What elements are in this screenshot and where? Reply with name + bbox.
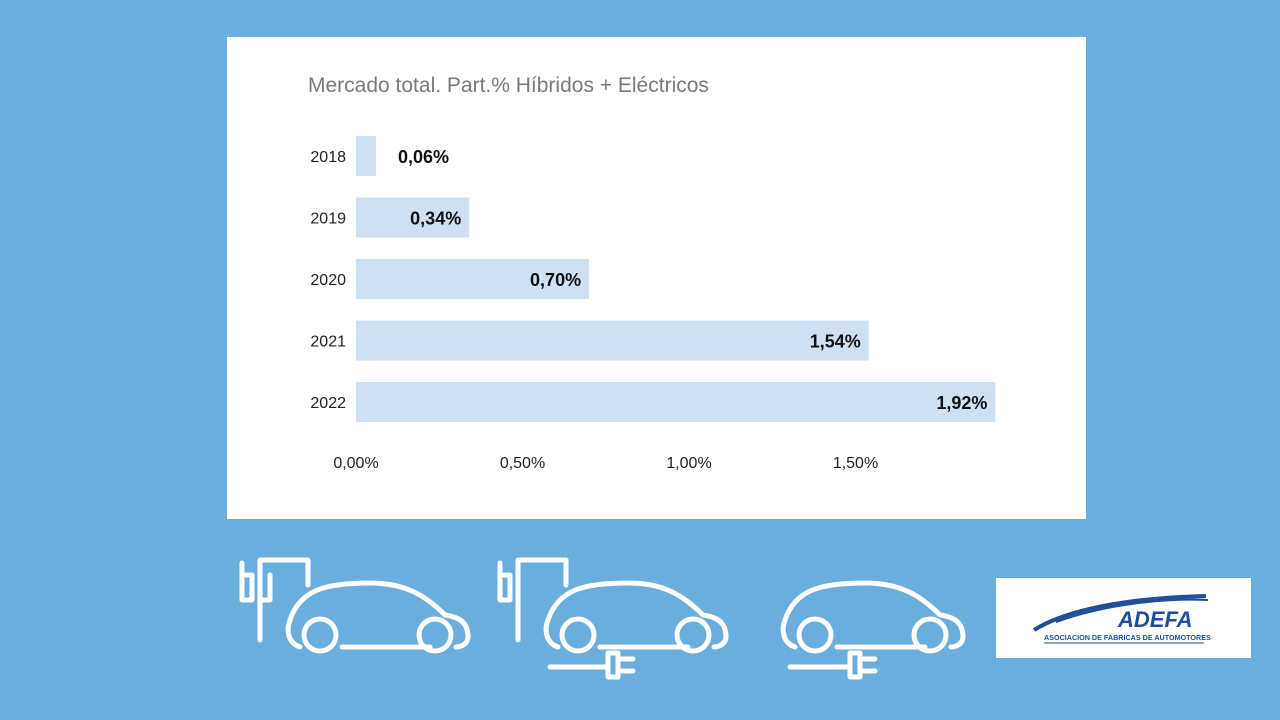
- bar-2022: [356, 382, 996, 422]
- bar-2020: [356, 259, 590, 299]
- category-label-2022: 2022: [310, 395, 346, 412]
- adefa-brand-text: ADEFA: [1117, 607, 1193, 632]
- ev-charger-car-icon: [239, 557, 471, 654]
- category-label-2021: 2021: [310, 334, 346, 351]
- value-label-2022: 1,92%: [936, 393, 987, 413]
- labels-layer: 2018 0,06% 2019 0,34% 2020 0,70% 2021 1,54% 2022…: [310, 147, 987, 413]
- x-tick-label: 0,00%: [333, 455, 378, 472]
- category-label-2019: 2019: [310, 211, 346, 228]
- category-label-2020: 2020: [310, 272, 346, 289]
- x-tick-label: 1,00%: [666, 455, 711, 472]
- x-tick-label: 0,50%: [500, 455, 545, 472]
- value-label-2019: 0,34%: [410, 209, 461, 229]
- bar-2018: [356, 136, 376, 176]
- vehicle-icons: [239, 557, 966, 680]
- adefa-tagline: ASOCIACION DE FABRICAS DE AUTOMOTORES: [1044, 633, 1211, 642]
- adefa-logo: ADEFA ASOCIACION DE FABRICAS DE AUTOMOTO…: [996, 578, 1251, 658]
- x-axis: 0,00% 0,50% 1,00% 1,50%: [333, 455, 878, 472]
- value-label-2018: 0,06%: [398, 147, 449, 167]
- electric-car-plug-icon: [780, 580, 966, 680]
- value-label-2021: 1,54%: [810, 332, 861, 352]
- category-label-2018: 2018: [310, 149, 346, 166]
- chart-card: Mercado total. Part.% Híbridos + Eléctri…: [227, 37, 1086, 519]
- bar-2021: [356, 320, 869, 361]
- bar-chart: Mercado total. Part.% Híbridos + Eléctri…: [308, 74, 996, 472]
- plug-in-hybrid-car-icon: [497, 557, 729, 680]
- value-label-2020: 0,70%: [530, 270, 581, 290]
- chart-title: Mercado total. Part.% Híbridos + Eléctri…: [308, 74, 709, 97]
- bar-2019: [356, 197, 470, 238]
- bars-layer: [356, 136, 996, 422]
- adefa-logo-graphic: ADEFA ASOCIACION DE FABRICAS DE AUTOMOTO…: [1032, 594, 1211, 644]
- x-tick-label: 1,50%: [833, 455, 878, 472]
